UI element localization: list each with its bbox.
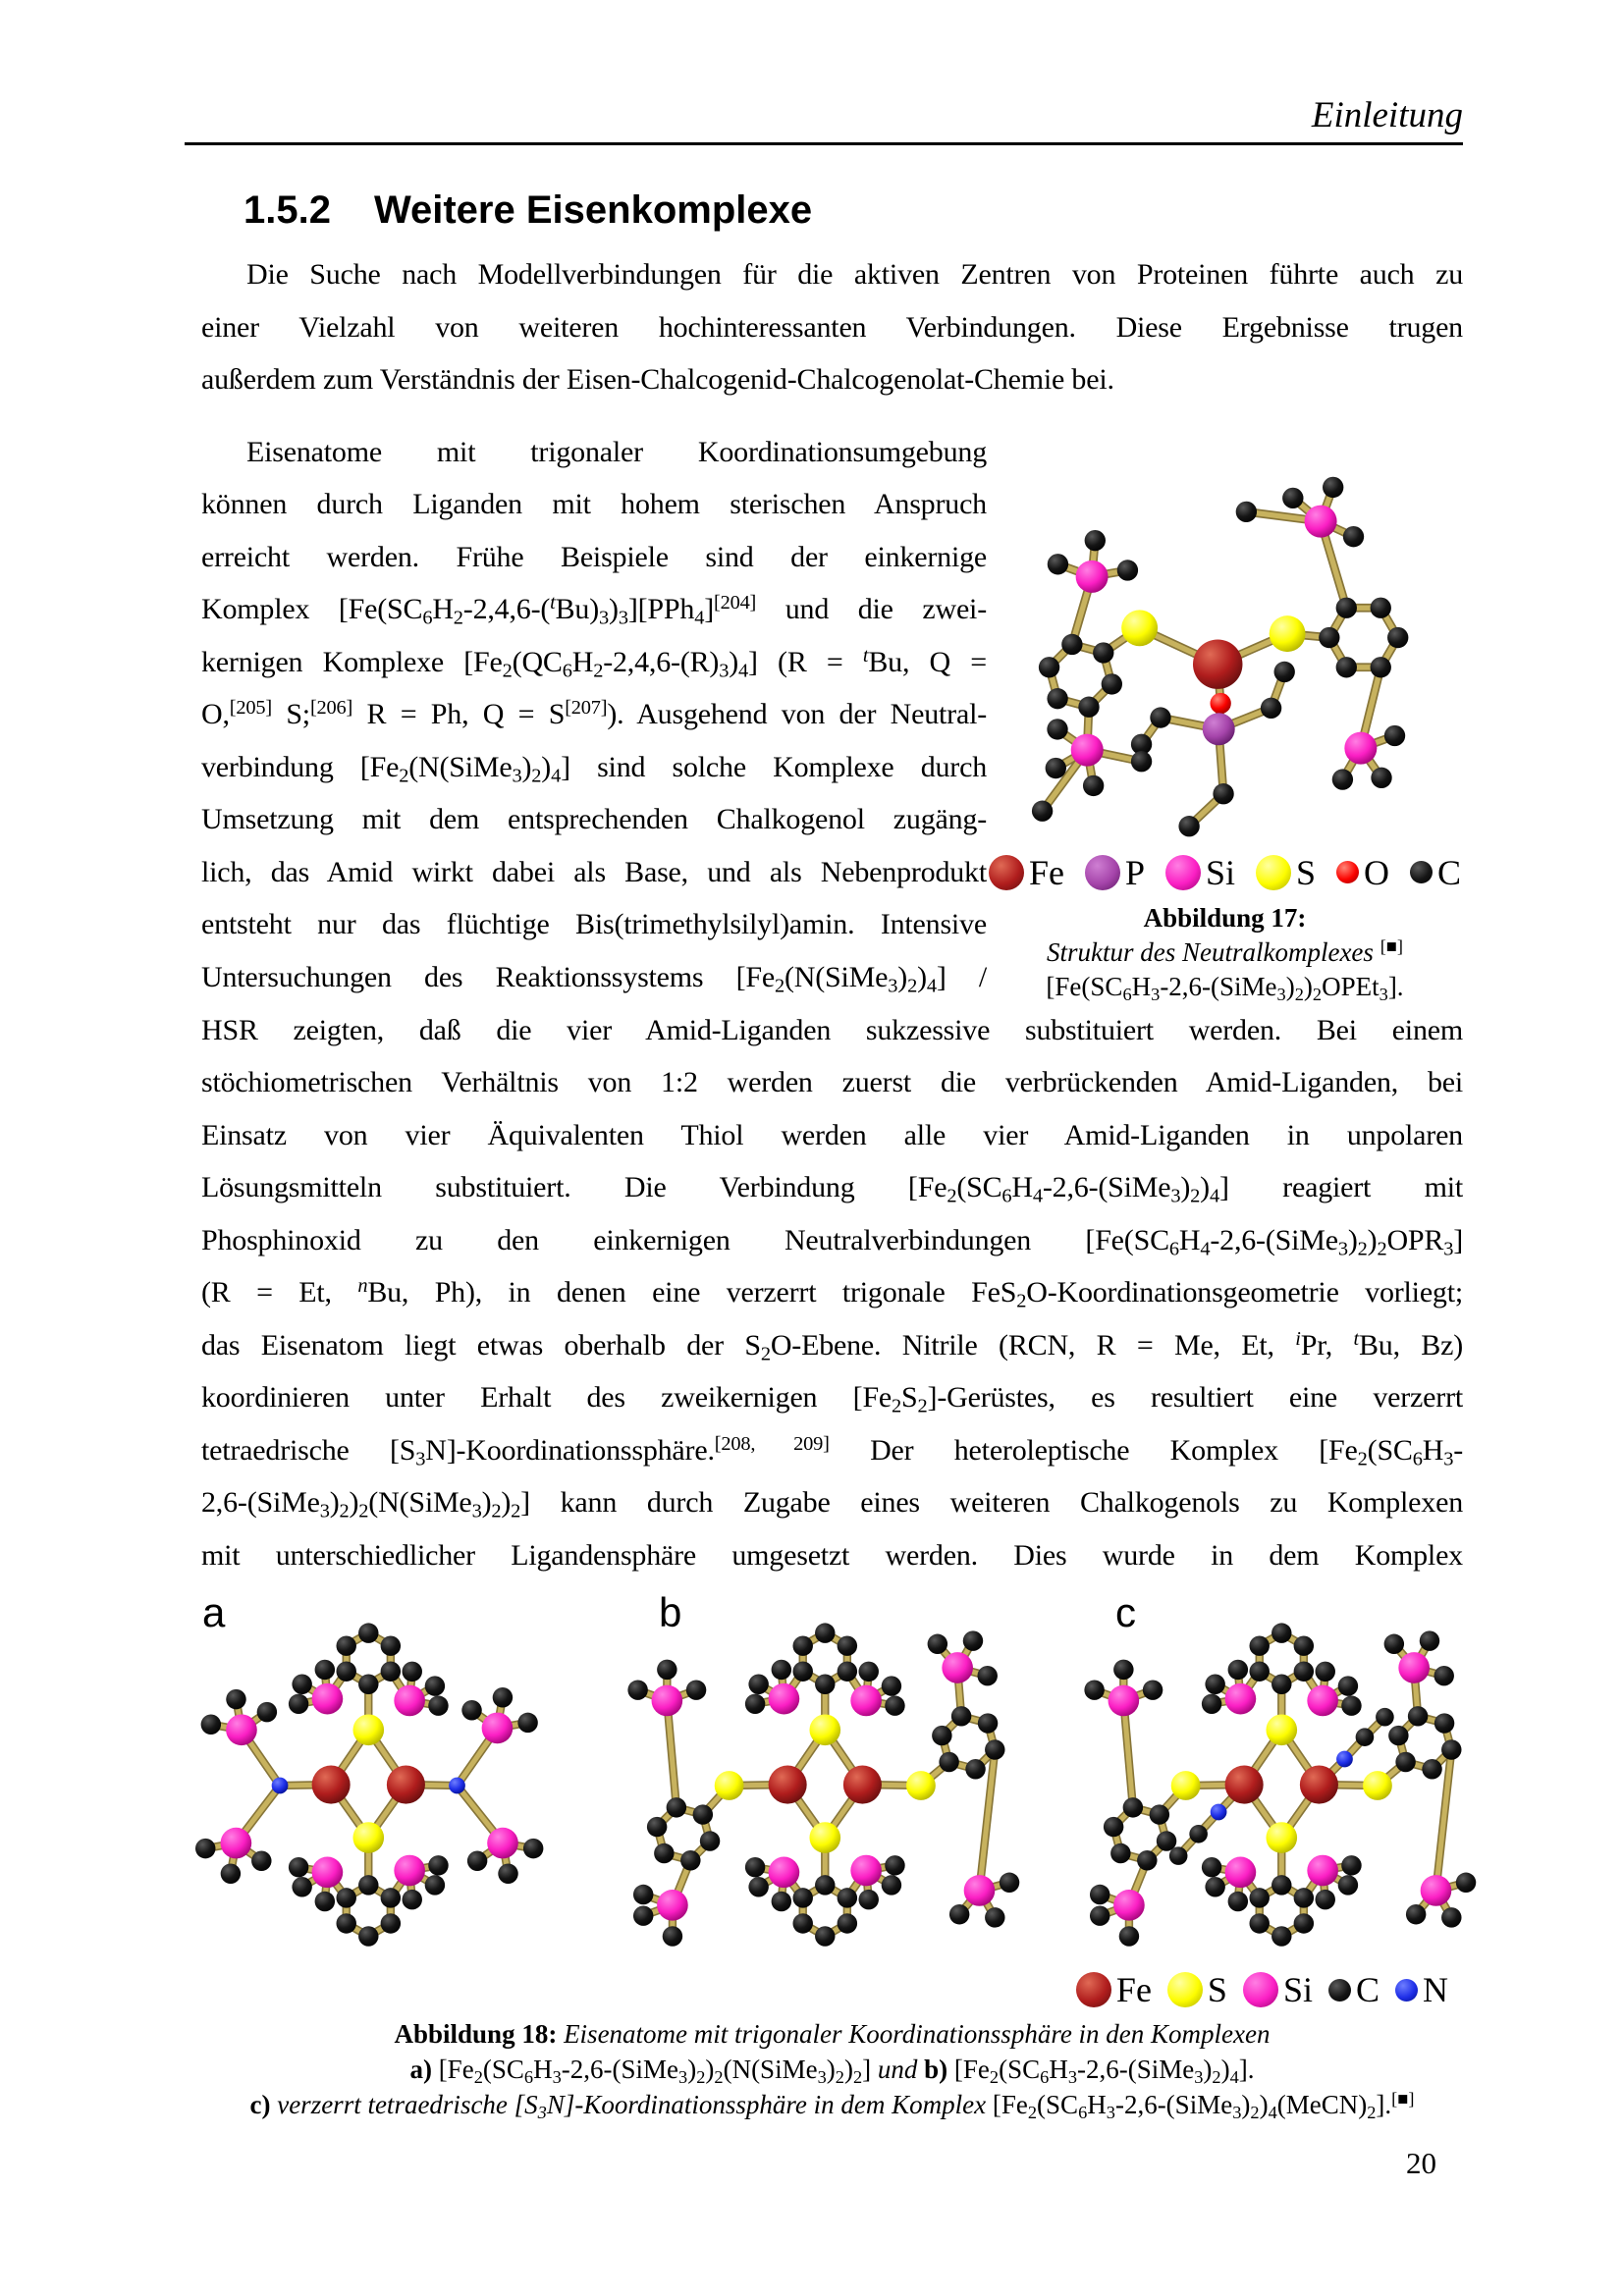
text-line: tetraedrische [S3N]-Koordinationssphäre.… [201, 1432, 1463, 1470]
panel-label-c: c [1115, 1589, 1136, 1635]
figure-18: a b c Fe S Si C N Abbildung 18: Eisenatome m… [147, 1589, 1517, 2122]
figure18-caption: Abbildung 18: Eisenatome mit trigonaler … [201, 2016, 1463, 2122]
legend-item-s: S [1255, 852, 1316, 893]
molecule-structure-abbildung17 [1031, 476, 1408, 836]
section-title: Weitere Eisenkomplexe [373, 188, 813, 232]
paragraph-intro: Die Suche nach Modellverbindungen für di… [201, 248, 1463, 406]
text-line: Komplex [Fe(SC6H2-2,4,6-(tBu)3)3][PPh4][… [201, 591, 987, 629]
legend-label: C [1355, 1970, 1380, 2009]
caption-line: Abbildung 18: Eisenatome mit trigonaler … [394, 2019, 1271, 2049]
legend-label: S [1295, 852, 1316, 892]
n-atom-icon [1395, 1978, 1418, 2002]
figure18-panels: a b c [147, 1589, 1517, 1987]
panel-label-a: a [202, 1589, 226, 1635]
legend-item-fe: Fe [989, 852, 1064, 893]
running-head: Einleitung [185, 94, 1463, 145]
legend-label: C [1436, 852, 1461, 892]
text-line: HSR zeigten, daß die vier Amid-Liganden … [201, 1013, 1463, 1046]
figure-17: Fe P Si S O C Abbildung 17: Struktur des Neutr… [987, 426, 1463, 1004]
legend-label: P [1124, 852, 1145, 892]
text-line: verbindung [Fe2(N(SiMe3)2)4] sind solche… [201, 750, 987, 787]
legend-item-c: C [1327, 1969, 1380, 2010]
legend-label: S [1207, 1970, 1227, 2009]
text-line: können durch Liganden mit hohem sterisch… [201, 488, 987, 520]
legend-label: Fe [1115, 1970, 1152, 2009]
text-line: Die Suche nach Modellverbindungen für di… [246, 258, 1463, 291]
text-line: 2,6-(SiMe3)2)2(N(SiMe3)2)2] kann durch Z… [201, 1486, 1463, 1522]
text-line: O,[205] S;[206] R = Ph, Q = S[207]). Aus… [201, 696, 987, 730]
s-atom-icon [1166, 1972, 1203, 2007]
text-and-figure-band: Eisenatome mit trigonaler Koordinationsu… [201, 426, 1463, 1004]
legend-label: Fe [1029, 852, 1064, 892]
text-line: Phosphinoxid zu den einkernigen Neutralv… [201, 1223, 1463, 1260]
c-atom-icon [1327, 1978, 1351, 2002]
caption-line: a) [Fe2(SC6H3-2,6-(SiMe3)2)2(N(SiMe3)2)2… [409, 2055, 1255, 2088]
figure17-caption: Abbildung 17: Struktur des Neutralkomplex… [987, 901, 1463, 1004]
paragraph-left-column: Eisenatome mit trigonaler Koordinationsu… [201, 426, 987, 1004]
text-line: mit unterschiedlicher Ligandensphäre umg… [201, 1538, 1463, 1572]
figure18-panel-c: c [1060, 1589, 1517, 1987]
si-atom-icon [1164, 854, 1201, 890]
legend-label: Si [1205, 852, 1235, 892]
fe-atom-icon [989, 854, 1024, 890]
legend-item-n: N [1395, 1969, 1448, 2010]
legend-label: N [1423, 1970, 1448, 2009]
text-line: außerdem zum Verständnis der Eisen-Chalc… [201, 363, 1114, 396]
p-atom-icon [1084, 854, 1120, 890]
figure17-legend: Fe P Si S O C [987, 852, 1463, 893]
caption-line: [Fe(SC6H3-2,6-(SiMe3)2)2OPEt3]. [1046, 971, 1404, 1004]
legend-item-c: C [1409, 852, 1461, 893]
legend-item-si: Si [1164, 852, 1235, 893]
fe-atom-icon [1075, 1972, 1111, 2007]
text-line: lich, das Amid wirkt dabei als Base, und… [201, 855, 987, 888]
text-line: (R = Et, nBu, Ph), in denen eine verzerr… [201, 1274, 1463, 1312]
text-line: Eisenatome mit trigonaler Koordinationsu… [246, 435, 987, 468]
legend-label: O [1363, 852, 1389, 892]
c-atom-icon [1409, 861, 1433, 883]
text-line: Untersuchungen des Reaktionssystems [Fe2… [201, 960, 987, 997]
paragraph-full-width: HSR zeigten, daß die vier Amid-Liganden … [201, 1004, 1463, 1582]
caption-line: Abbildung 17: [1143, 902, 1307, 933]
molecule-structure-c [1084, 1623, 1477, 1947]
text-line: Umsetzung mit dem entsprechenden Chalkog… [201, 803, 987, 835]
legend-item-o: O [1335, 852, 1389, 893]
section-heading: 1.5.2 Weitere Eisenkomplexe [243, 188, 1623, 233]
caption-line: c) verzerrt tetraedrische [S3N]-Koordina… [249, 2088, 1415, 2123]
molecule-structure-b [627, 1623, 1020, 1947]
molecule-structure-a [195, 1623, 544, 1947]
section-number: 1.5.2 [243, 188, 331, 232]
running-head-title: Einleitung [1311, 95, 1463, 135]
page-number: 20 [1406, 2146, 1436, 2180]
text-line: Einsatz von vier Äquivalenten Thiol werd… [201, 1118, 1463, 1151]
figure18-panel-a: a [147, 1589, 604, 1987]
text-line: koordinieren unter Erhalt des zweikernig… [201, 1381, 1463, 1417]
text-line: stöchiometrischen Verhältnis von 1:2 wer… [201, 1066, 1463, 1098]
legend-item-p: P [1084, 852, 1145, 893]
text-line: erreicht werden. Frühe Beispiele sind de… [201, 540, 987, 573]
si-atom-icon [1242, 1972, 1278, 2007]
legend-item-fe: Fe [1075, 1969, 1152, 2010]
legend-item-si: Si [1242, 1969, 1313, 2010]
caption-line: Struktur des Neutralkomplexes [■] [1046, 935, 1404, 967]
legend-label: Si [1282, 1970, 1313, 2009]
text-line: Lösungsmitteln substituiert. Die Verbind… [201, 1171, 1463, 1207]
text-line: einer Vielzahl von weiteren hochinteress… [201, 310, 1463, 344]
page-content: Die Suche nach Modellverbindungen für di… [195, 248, 1477, 2122]
o-atom-icon [1335, 861, 1359, 883]
panel-label-b: b [659, 1589, 682, 1635]
text-line: kernigen Komplexe [Fe2(QC6H2-2,4,6-(R)3)… [201, 644, 987, 682]
legend-item-s: S [1166, 1969, 1227, 2010]
figure18-legend: Fe S Si C N [147, 1969, 1448, 2010]
text-line: entsteht nur das flüchtige Bis(trimethyl… [201, 908, 987, 940]
figure18-panel-b: b [604, 1589, 1060, 1987]
s-atom-icon [1255, 854, 1291, 890]
text-line: das Eisenatom liegt etwas oberhalb der S… [201, 1327, 1463, 1365]
